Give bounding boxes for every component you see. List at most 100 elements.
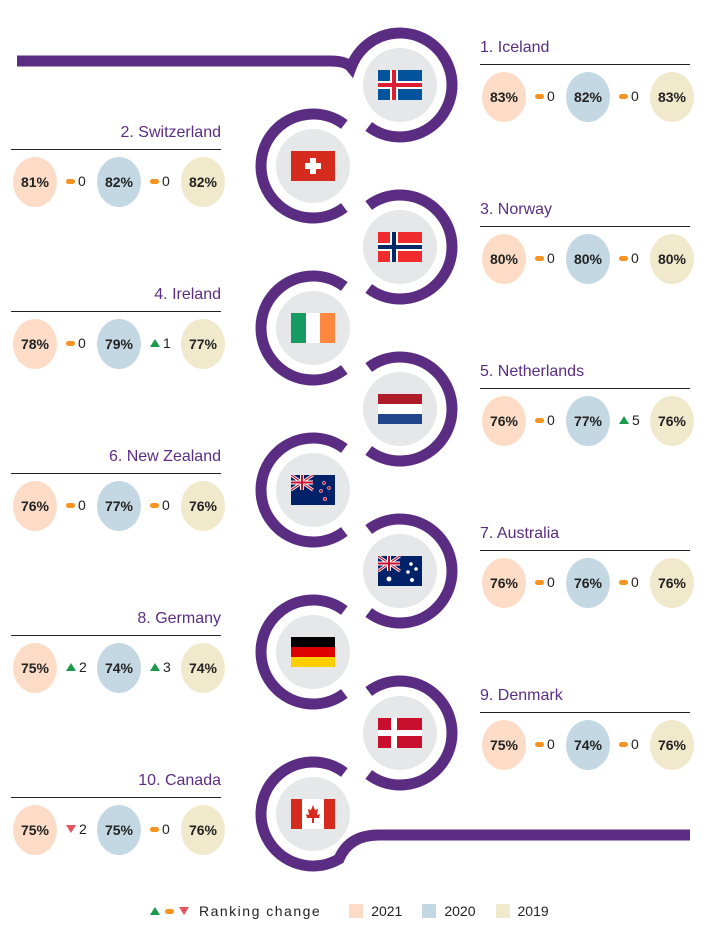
no-change-icon xyxy=(619,741,628,747)
country-entry: 3. Norway 80% 0 80% 0 80% xyxy=(480,200,694,286)
legend-ranking-change: Ranking change xyxy=(199,903,322,919)
score-2021: 83% xyxy=(482,72,526,122)
country-title: 3. Norway xyxy=(480,201,553,218)
netherlands-flag-circle xyxy=(363,372,437,446)
score-2020: 75% xyxy=(97,805,141,855)
denmark-flag-icon xyxy=(378,718,422,748)
rank-change-value: 5 xyxy=(632,412,640,428)
score-2020: 74% xyxy=(566,720,610,770)
ireland-flag-icon xyxy=(291,313,335,343)
country-title: 4. Ireland xyxy=(154,286,221,303)
rank-change-2020: 5 xyxy=(619,412,651,428)
path-ring xyxy=(365,189,458,305)
up-arrow-icon xyxy=(150,339,160,347)
divider xyxy=(11,311,221,312)
rank-change-value: 0 xyxy=(631,574,639,590)
path-ring xyxy=(255,270,348,386)
divider xyxy=(11,473,221,474)
score-2020: 77% xyxy=(566,396,610,446)
rank-change-2021: 2 xyxy=(66,821,98,837)
country-title: 1. Iceland xyxy=(480,39,550,56)
no-change-icon xyxy=(150,826,159,832)
up-arrow-icon xyxy=(619,416,629,424)
down-arrow-icon xyxy=(66,825,76,833)
no-change-icon xyxy=(535,93,544,99)
score-2021: 81% xyxy=(13,157,57,207)
rank-change-2020: 0 xyxy=(150,497,182,513)
country-entry: 7. Australia 76% 0 76% 0 76% xyxy=(480,524,694,610)
no-change-icon xyxy=(535,741,544,747)
canada-flag-icon xyxy=(291,799,335,829)
rank-change-value: 0 xyxy=(78,335,86,351)
rank-change-value: 2 xyxy=(79,659,87,675)
switzerland-flag-circle xyxy=(276,129,350,203)
country-title: 7. Australia xyxy=(480,525,560,542)
country-entry: 5. Netherlands 76% 0 77% 5 76% xyxy=(480,362,694,448)
no-change-icon xyxy=(535,417,544,423)
path-ring xyxy=(365,351,458,467)
rank-change-2021: 2 xyxy=(66,659,98,675)
rank-change-2020: 0 xyxy=(619,736,651,752)
country-entry: 8. Germany 75% 2 74% 3 74% xyxy=(11,609,225,695)
divider xyxy=(480,64,690,65)
country-title: 9. Denmark xyxy=(480,687,563,704)
canada-flag-circle xyxy=(276,777,350,851)
no-change-icon xyxy=(150,502,159,508)
score-2020: 74% xyxy=(97,643,141,693)
score-2019: 77% xyxy=(181,319,225,369)
up-arrow-icon xyxy=(66,663,76,671)
rank-change-2021: 0 xyxy=(535,88,567,104)
score-2021: 76% xyxy=(13,481,57,531)
rank-change-value: 1 xyxy=(163,335,171,351)
score-2020: 79% xyxy=(97,319,141,369)
divider xyxy=(11,149,221,150)
netherlands-flag-icon xyxy=(378,394,422,424)
denmark-flag-circle xyxy=(363,696,437,770)
rank-change-2020: 3 xyxy=(150,659,182,675)
path-ring xyxy=(255,432,348,548)
rank-change-2021: 0 xyxy=(66,335,98,351)
rank-change-value: 0 xyxy=(78,173,86,189)
score-2019: 76% xyxy=(650,720,694,770)
rank-change-2020: 0 xyxy=(150,821,182,837)
path-ring xyxy=(255,594,348,710)
rank-change-2021: 0 xyxy=(535,250,567,266)
down-arrow-icon xyxy=(179,907,189,915)
rank-change-2020: 1 xyxy=(150,335,182,351)
rank-change-2021: 0 xyxy=(535,574,567,590)
iceland-flag-icon xyxy=(378,70,422,100)
path-ring xyxy=(365,675,458,791)
no-change-icon xyxy=(619,255,628,261)
rank-change-2021: 0 xyxy=(535,736,567,752)
score-2019: 76% xyxy=(650,396,694,446)
divider xyxy=(480,226,690,227)
score-2021: 75% xyxy=(13,805,57,855)
rank-change-2020: 0 xyxy=(150,173,182,189)
rank-change-value: 0 xyxy=(78,497,86,513)
path-ring xyxy=(17,27,458,143)
score-2019: 74% xyxy=(181,643,225,693)
ireland-flag-circle xyxy=(276,291,350,365)
germany-flag-circle xyxy=(276,615,350,689)
switzerland-flag-icon xyxy=(291,151,335,181)
divider xyxy=(480,388,690,389)
up-arrow-icon xyxy=(150,907,160,915)
no-change-icon xyxy=(619,93,628,99)
country-title: 5. Netherlands xyxy=(480,363,585,380)
divider xyxy=(480,712,690,713)
score-2021: 78% xyxy=(13,319,57,369)
rank-change-2020: 0 xyxy=(619,574,651,590)
rank-change-value: 2 xyxy=(79,821,87,837)
rank-change-value: 0 xyxy=(547,736,555,752)
divider xyxy=(11,797,221,798)
rank-change-value: 0 xyxy=(547,574,555,590)
score-2019: 76% xyxy=(650,558,694,608)
rank-change-2021: 0 xyxy=(535,412,567,428)
legend-2020: 2020 xyxy=(444,903,476,919)
rank-change-2020: 0 xyxy=(619,88,651,104)
legend-swatch-2021 xyxy=(349,904,364,918)
australia-flag-icon xyxy=(378,556,422,586)
legend-swatch-2019 xyxy=(495,904,510,918)
score-2020: 76% xyxy=(566,558,610,608)
legend-2019: 2019 xyxy=(517,903,549,919)
